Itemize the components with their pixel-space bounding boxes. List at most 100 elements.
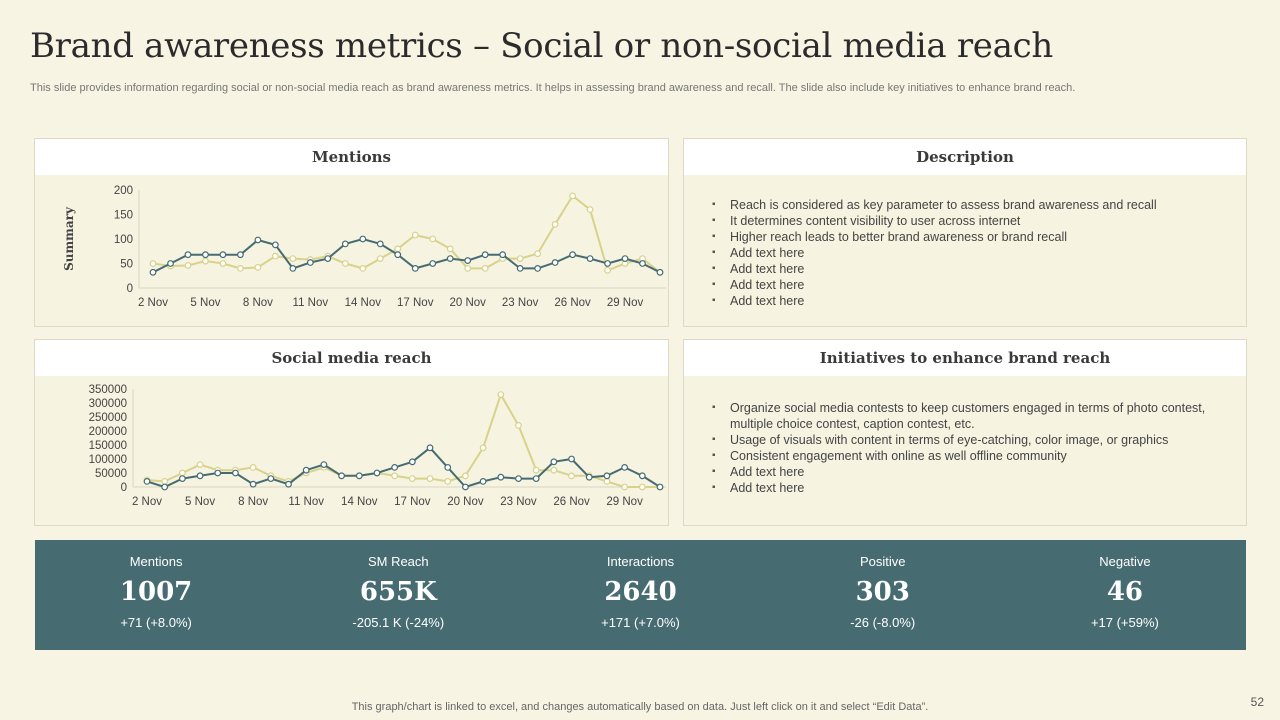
data-point xyxy=(302,466,310,474)
mentions-panel: Mentions 200 150 100 50 0 2 Nov 5 Nov 8 Nov 11 N… xyxy=(34,138,669,327)
data-point xyxy=(411,231,419,239)
data-point xyxy=(516,264,524,272)
data-point xyxy=(214,469,222,477)
data-point xyxy=(196,461,204,468)
data-point xyxy=(568,472,575,480)
data-point xyxy=(429,260,437,267)
x-tick-label: 14 Nov xyxy=(345,297,382,309)
data-point xyxy=(604,260,611,267)
data-point xyxy=(376,255,384,262)
data-point xyxy=(149,268,157,276)
data-point xyxy=(161,477,169,485)
data-point xyxy=(196,472,204,480)
description-item: Add text here xyxy=(712,245,1206,261)
description-item: Add text here xyxy=(712,293,1206,309)
data-point xyxy=(285,480,292,488)
data-point xyxy=(481,264,489,272)
data-point xyxy=(341,260,349,267)
data-point xyxy=(324,255,332,262)
data-point xyxy=(515,475,522,482)
description-item: Add text here xyxy=(712,261,1206,277)
data-point xyxy=(184,262,192,269)
x-tick-label: 17 Nov xyxy=(394,496,431,508)
data-point xyxy=(462,472,469,480)
kpi-change: -26 (-8.0%) xyxy=(850,615,916,630)
initiatives-panel: Initiatives to enhance brand reach Organ… xyxy=(683,339,1247,526)
kpi-change: +171 (+7.0%) xyxy=(601,615,680,630)
x-tick-label: 20 Nov xyxy=(447,496,484,508)
x-tick-label: 29 Nov xyxy=(606,496,643,508)
x-tick-label: 2 Nov xyxy=(132,496,162,508)
data-point xyxy=(289,264,297,272)
y-tick-label: 300000 xyxy=(89,398,127,410)
data-point xyxy=(376,240,384,248)
data-point xyxy=(462,483,469,491)
x-tick-label: 17 Nov xyxy=(397,297,434,309)
data-point xyxy=(426,475,434,482)
data-point xyxy=(289,255,297,262)
data-point xyxy=(267,475,275,482)
kpi-band: Mentions 1007 +71 (+8.0%) SM Reach 655K … xyxy=(35,540,1246,650)
data-point xyxy=(184,251,192,259)
data-point xyxy=(237,251,244,259)
description-item: Reach is considered as key parameter to … xyxy=(712,197,1206,213)
data-point xyxy=(621,483,629,491)
kpi-value: 655K xyxy=(359,577,437,607)
data-point xyxy=(237,264,244,272)
x-tick-label: 2 Nov xyxy=(138,297,168,309)
page-title: Brand awareness metrics – Social or non-… xyxy=(30,26,1053,66)
data-point xyxy=(429,235,437,243)
data-point xyxy=(271,252,279,260)
mentions-line-chart: 200 150 100 50 0 2 Nov 5 Nov 8 Nov 11 Nov 14 Nov 1… xyxy=(62,185,666,309)
data-point xyxy=(444,463,452,471)
data-point xyxy=(149,260,157,267)
data-point xyxy=(359,264,367,272)
description-panel: Description Reach is considered as key p… xyxy=(683,138,1247,327)
initiative-item: Organize social media contests to keep c… xyxy=(712,400,1206,432)
data-point xyxy=(249,480,257,488)
data-point xyxy=(586,255,594,262)
data-point xyxy=(621,255,629,262)
data-point xyxy=(639,260,646,267)
data-point xyxy=(411,264,419,272)
y-axis-label: Summary xyxy=(62,206,76,271)
data-point xyxy=(202,257,209,265)
initiative-item: Add text here xyxy=(712,480,1206,496)
data-point xyxy=(426,444,434,452)
data-point xyxy=(464,257,472,264)
data-point xyxy=(341,240,349,248)
kpi-negative: Negative 46 +17 (+59%) xyxy=(1004,540,1246,650)
data-point xyxy=(569,192,576,200)
x-tick-label: 5 Nov xyxy=(185,496,215,508)
data-point xyxy=(534,250,542,258)
data-point xyxy=(621,463,629,471)
data-point xyxy=(178,469,186,477)
data-point xyxy=(178,475,186,482)
social-reach-line-chart: 350000 300000 250000 200000 150000 100000 5000… xyxy=(89,384,666,508)
data-point xyxy=(499,251,507,259)
data-point xyxy=(338,472,345,480)
data-point xyxy=(464,264,472,272)
data-point xyxy=(568,455,575,463)
data-point xyxy=(585,473,593,481)
x-tick-label: 20 Nov xyxy=(449,297,486,309)
description-item: It determines content visibility to user… xyxy=(712,213,1206,229)
data-point xyxy=(408,458,416,466)
data-point xyxy=(638,472,646,480)
data-point xyxy=(143,477,151,485)
data-point xyxy=(479,477,487,485)
data-point xyxy=(394,251,402,259)
y-tick-label: 50 xyxy=(120,259,133,271)
kpi-positive: Positive 303 -26 (-8.0%) xyxy=(762,540,1004,650)
data-point xyxy=(586,206,594,213)
kpi-label: SM Reach xyxy=(367,554,429,569)
data-point xyxy=(359,235,367,243)
kpi-sm-reach: SM Reach 655K -205.1 K (-24%) xyxy=(277,540,519,650)
data-point xyxy=(391,472,399,480)
data-point xyxy=(481,251,489,259)
page-number: 52 xyxy=(1250,695,1264,709)
mentions-panel-title: Mentions xyxy=(35,139,668,175)
y-tick-label: 100000 xyxy=(89,454,127,466)
initiative-item: Add text here xyxy=(712,464,1206,480)
data-point xyxy=(569,251,576,259)
